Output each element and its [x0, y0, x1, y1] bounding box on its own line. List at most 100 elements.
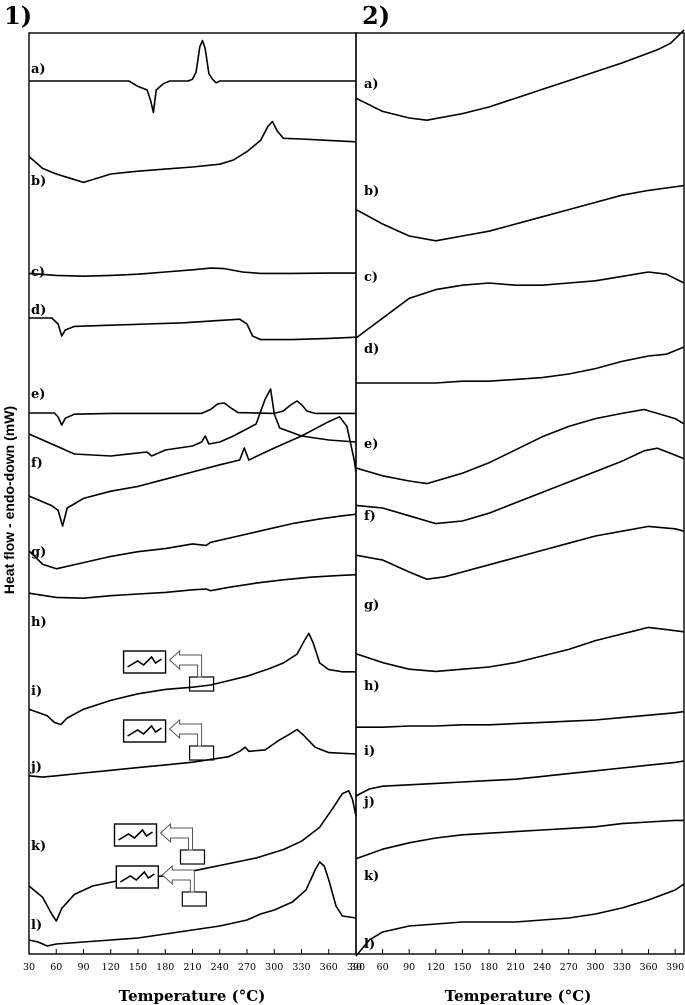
panel-1-frame	[28, 32, 357, 955]
curve-label: b)	[364, 184, 379, 199]
curve-label: i)	[31, 684, 42, 699]
inset-arrow	[159, 822, 193, 851]
curve-k	[28, 790, 357, 922]
curve-g	[355, 525, 685, 580]
inset-zoom-trace	[118, 828, 153, 841]
x-tick-label: 90	[77, 962, 89, 973]
inset-zoom-box	[122, 719, 167, 743]
curve-l	[355, 883, 685, 957]
x-tick-label: 360	[639, 962, 657, 973]
curve-i	[28, 632, 356, 726]
curve-label: i)	[364, 744, 375, 759]
x-tick-label: 30	[23, 962, 35, 973]
curve-d	[356, 346, 685, 384]
curve-label: k)	[31, 839, 46, 854]
curve-elowertrace	[29, 400, 356, 426]
x-tick-label: 120	[102, 962, 120, 973]
curve-f	[28, 416, 357, 527]
curve-label: l)	[31, 918, 42, 933]
curve-h	[355, 626, 685, 673]
curve-b	[355, 184, 685, 242]
inset-zoom-box	[122, 650, 167, 674]
x-tick-label: 60	[377, 962, 389, 973]
curve-a	[29, 39, 356, 114]
x-tick-label: 270	[238, 962, 256, 973]
curve-label: l)	[364, 937, 375, 952]
inset-highlight-box	[188, 676, 215, 692]
curve-label: g)	[364, 598, 379, 613]
curve-label: j)	[30, 760, 42, 775]
x-tick-label: 330	[292, 962, 310, 973]
inset-zoom-trace	[127, 655, 163, 668]
panel-1-x-ticks: 30 60 90 120 150 180 210 240 270 300 330 360 390	[23, 949, 365, 973]
curve-j	[355, 760, 685, 797]
x-tick-label: 150	[129, 962, 147, 973]
x-tick-label: 150	[453, 962, 471, 973]
curve-l	[28, 861, 357, 947]
x-tick-label: 90	[403, 962, 415, 973]
curve-label: e)	[31, 387, 45, 402]
panel-2-label: 2)	[362, 1, 390, 30]
x-tick-label: 120	[427, 962, 445, 973]
inset-zoom-trace	[127, 724, 163, 737]
x-tick-label: 60	[50, 962, 62, 973]
panel-1-curves: a) b) c) d) e) f) g) h) i) j) k) l)	[28, 39, 357, 947]
curve-label: b)	[31, 174, 46, 189]
x-tick-label: 180	[480, 962, 498, 973]
x-tick-label: 210	[506, 962, 524, 973]
curve-h	[28, 573, 357, 599]
curve-i	[356, 710, 685, 728]
panel-2-frame	[355, 32, 685, 955]
panel-2-x-ticks: 30 60 90 120 150 180 210 240 270 300 330 360 390	[350, 949, 684, 973]
inset-zoom-box	[113, 823, 158, 847]
curve-label: a)	[364, 77, 379, 92]
curve-label: h)	[31, 615, 47, 630]
inset-zoom-box	[115, 865, 160, 889]
panel-2-curves: a) b) c) d) e) f) g) h) i) j) k) l)	[355, 29, 685, 957]
y-axis-label: Heat flow - endo-down (mW)	[1, 406, 17, 594]
curve-e	[355, 408, 685, 485]
panel-1-x-axis-label: Temperature (°C)	[119, 987, 266, 1005]
curve-a	[355, 29, 685, 121]
panel-2-x-axis-label: Temperature (°C)	[445, 987, 592, 1005]
x-tick-label: 390	[666, 962, 684, 973]
curve-j	[28, 728, 357, 778]
x-tick-label: 180	[156, 962, 174, 973]
curve-f	[355, 447, 685, 525]
x-tick-label: 240	[533, 962, 551, 973]
curve-label: h)	[364, 679, 380, 694]
curve-c	[355, 271, 685, 339]
curve-g	[28, 513, 357, 570]
x-tick-label: 360	[320, 962, 338, 973]
x-tick-label: 30	[350, 962, 362, 973]
inset-zoom-trace	[119, 870, 155, 883]
x-tick-label: 300	[586, 962, 604, 973]
inset-highlight-box	[188, 745, 215, 761]
inset-highlight-box	[181, 891, 207, 907]
curve-label: k)	[364, 869, 379, 884]
curve-label: a)	[31, 62, 46, 77]
curve-d	[29, 317, 357, 341]
x-tick-label: 300	[265, 962, 283, 973]
panel-1-label: 1)	[4, 1, 32, 30]
x-tick-label: 330	[613, 962, 631, 973]
x-tick-label: 240	[211, 962, 229, 973]
curve-c	[28, 267, 356, 277]
curve-label: d)	[31, 303, 46, 318]
curve-label: d)	[364, 342, 379, 357]
curve-label: e)	[364, 437, 378, 452]
curve-label: f)	[364, 509, 376, 524]
inset-arrow	[168, 718, 203, 747]
curve-k	[355, 819, 684, 860]
x-tick-label: 270	[560, 962, 578, 973]
x-tick-label: 390	[347, 962, 365, 973]
curve-label: g)	[31, 545, 46, 560]
curve-b	[28, 120, 357, 184]
curve-label: c)	[31, 265, 45, 280]
curve-e	[28, 388, 357, 457]
inset-arrow	[168, 649, 203, 678]
inset-highlight-box	[179, 849, 206, 865]
curve-label: j)	[363, 795, 375, 810]
curve-label: f)	[31, 456, 43, 471]
